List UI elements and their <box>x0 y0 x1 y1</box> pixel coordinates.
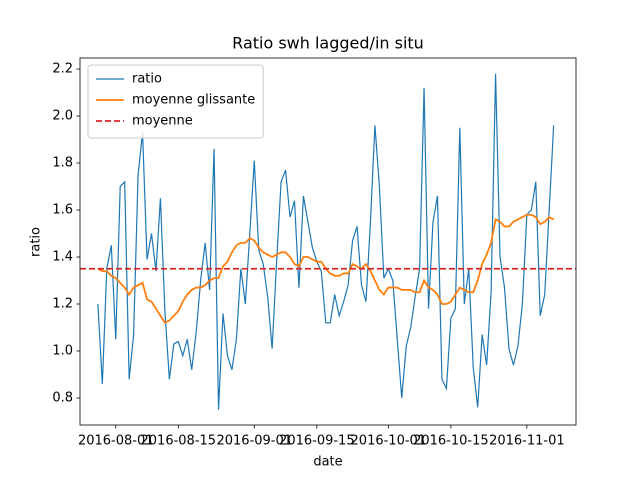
y-tick-label: 1.8 <box>52 156 73 171</box>
x-tick-label: 2016-11-01 <box>489 434 565 449</box>
y-tick-label: 1.0 <box>52 343 73 358</box>
line-series <box>97 73 555 410</box>
legend-label: moyenne glissante <box>132 93 255 108</box>
x-tick-label: 2016-08-01 <box>78 434 154 449</box>
legend-label: ratio <box>132 72 162 87</box>
x-axis-label: date <box>313 455 342 470</box>
x-tick-label: 2016-10-15 <box>413 434 489 449</box>
y-tick-label: 1.6 <box>52 203 73 218</box>
y-axis-label: ratio <box>29 227 44 257</box>
y-tick-label: 1.4 <box>52 250 73 265</box>
x-tick-label: 2016-10-01 <box>351 434 427 449</box>
x-tick-label: 2016-08-15 <box>141 434 217 449</box>
legend-label: moyenne <box>132 114 193 129</box>
chart-title: Ratio swh lagged/in situ <box>232 34 424 53</box>
y-tick-label: 2.2 <box>52 62 73 77</box>
legend-box <box>87 64 264 139</box>
y-tick-label: 2.0 <box>52 109 73 124</box>
x-tick-label: 2016-09-01 <box>216 434 292 449</box>
x-tick-label: 2016-09-15 <box>279 434 355 449</box>
y-tick-label: 1.2 <box>52 296 73 311</box>
y-tick-label: 0.8 <box>52 390 73 405</box>
plot-frame <box>79 57 577 426</box>
